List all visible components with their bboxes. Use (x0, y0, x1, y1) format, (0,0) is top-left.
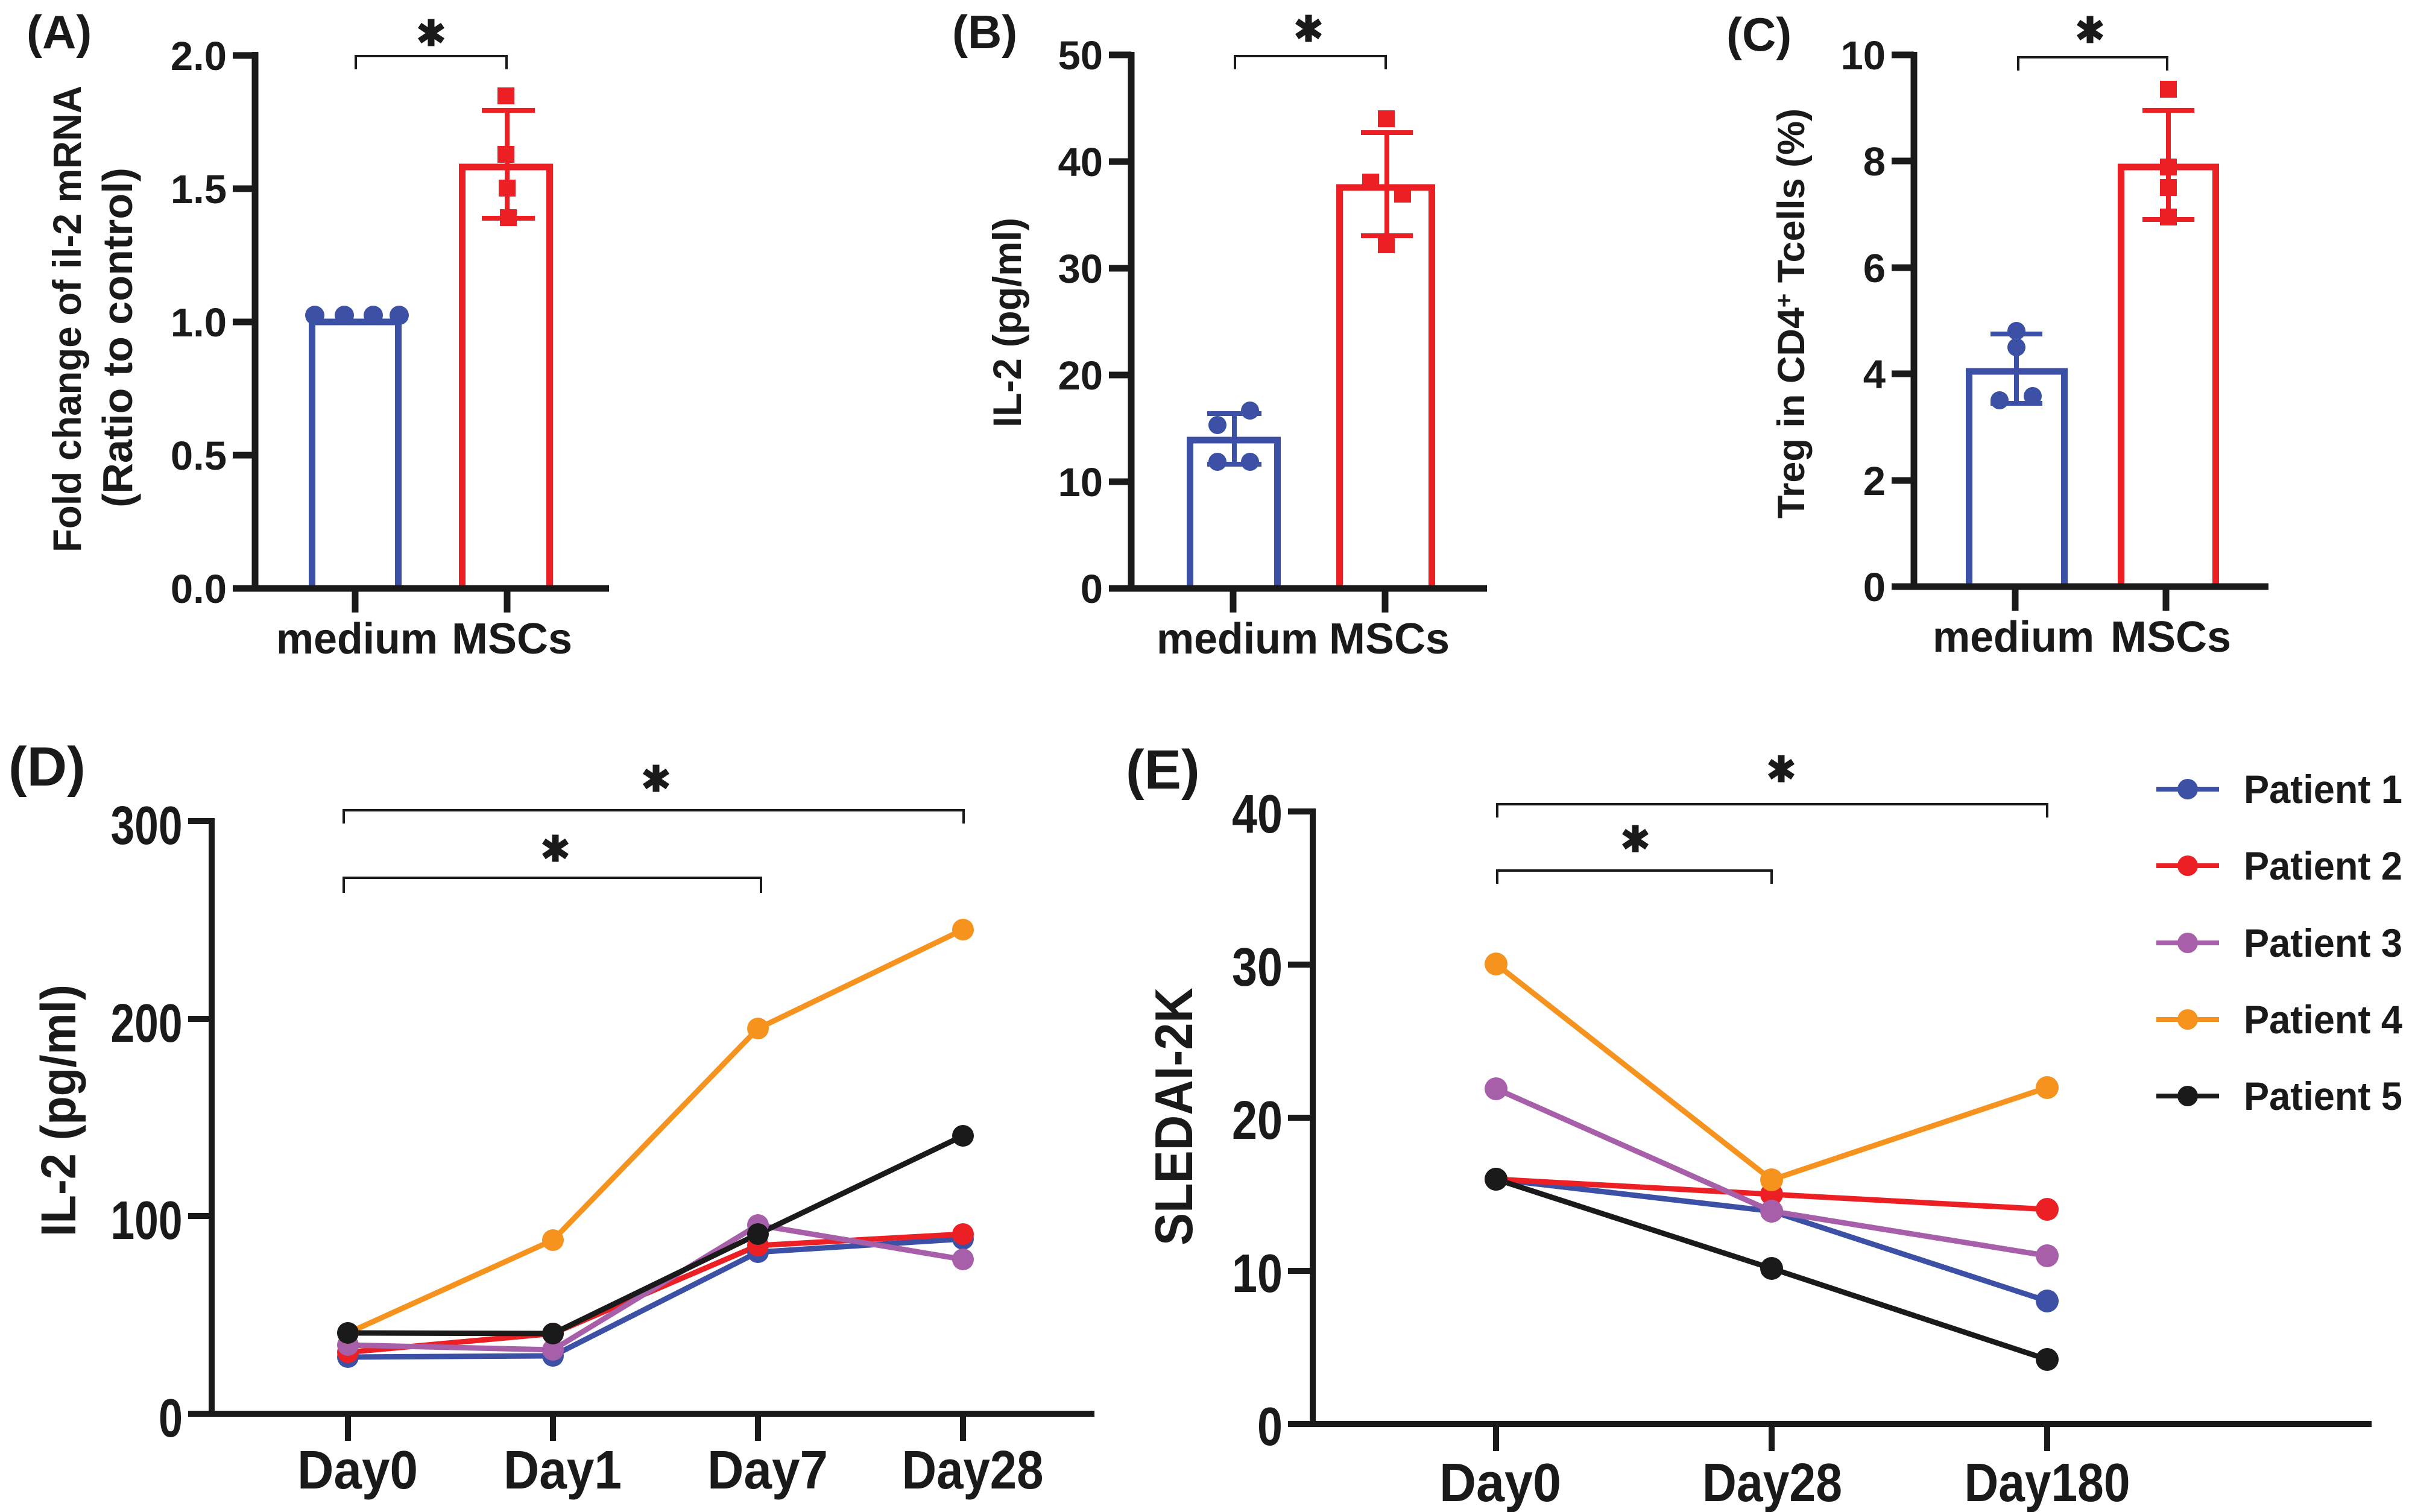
svg-text:Day1: Day1 (504, 1440, 622, 1501)
svg-text:medium: medium (1933, 613, 2094, 661)
svg-text:IL-2 (pg/ml): IL-2 (pg/ml) (985, 218, 1029, 427)
svg-text:Patient 4: Patient 4 (2244, 997, 2402, 1042)
svg-text:Fold change of il-2 mRNA: Fold change of il-2 mRNA (45, 86, 89, 552)
svg-text:20: 20 (1232, 1091, 1283, 1151)
svg-text:Patient 3: Patient 3 (2244, 921, 2402, 965)
svg-text:0: 0 (159, 1388, 183, 1449)
svg-text:(E): (E) (1126, 739, 1200, 801)
svg-text:0.5: 0.5 (171, 433, 227, 479)
svg-text:20: 20 (1058, 353, 1103, 398)
svg-text:(Ratio to control): (Ratio to control) (94, 168, 141, 508)
svg-text:30: 30 (1058, 247, 1103, 292)
svg-text:0: 0 (1863, 565, 1886, 610)
svg-text:medium: medium (276, 615, 438, 663)
svg-text:MSCs: MSCs (2110, 613, 2231, 661)
svg-text:40: 40 (1058, 140, 1103, 185)
svg-text:40: 40 (1232, 784, 1283, 845)
svg-text:10: 10 (1058, 460, 1103, 505)
svg-text:Day28: Day28 (902, 1440, 1044, 1501)
svg-text:10: 10 (1840, 33, 1886, 78)
svg-text:(C): (C) (1726, 8, 1792, 61)
svg-text:(A): (A) (27, 5, 92, 58)
svg-text:Patient 2: Patient 2 (2244, 843, 2402, 888)
svg-text:MSCs: MSCs (452, 615, 572, 663)
svg-text:0: 0 (1257, 1397, 1283, 1457)
svg-text:30: 30 (1232, 937, 1283, 998)
svg-text:10: 10 (1232, 1244, 1283, 1304)
svg-text:Patient 5: Patient 5 (2244, 1074, 2402, 1118)
svg-text:SLEDAI-2K: SLEDAI-2K (1144, 988, 1204, 1246)
svg-text:Day0: Day0 (297, 1440, 418, 1501)
svg-text:2: 2 (1863, 459, 1886, 504)
svg-text:300: 300 (111, 796, 183, 856)
svg-text:Patient 1: Patient 1 (2244, 767, 2402, 811)
svg-text:4: 4 (1863, 352, 1886, 397)
svg-text:IL-2 (pg/ml): IL-2 (pg/ml) (31, 984, 86, 1236)
svg-text:6: 6 (1863, 246, 1886, 291)
svg-text:Day7: Day7 (707, 1440, 828, 1501)
svg-text:(B): (B) (952, 5, 1017, 58)
svg-text:(D): (D) (8, 736, 86, 798)
svg-text:MSCs: MSCs (1329, 615, 1450, 663)
svg-text:Day180: Day180 (1965, 1453, 2130, 1512)
svg-text:0: 0 (1081, 567, 1103, 612)
svg-text:1.0: 1.0 (171, 300, 227, 345)
svg-text:Day28: Day28 (1702, 1453, 1842, 1512)
svg-text:100: 100 (111, 1191, 183, 1251)
svg-text:0.0: 0.0 (171, 567, 227, 612)
svg-text:2.0: 2.0 (171, 34, 227, 79)
svg-text:Treg in CD4+ Tcells (%): Treg in CD4+ Tcells (%) (1770, 109, 1813, 518)
svg-text:200: 200 (111, 994, 183, 1054)
svg-text:50: 50 (1058, 33, 1103, 78)
svg-text:Day0: Day0 (1439, 1453, 1561, 1512)
svg-text:medium: medium (1157, 615, 1318, 663)
svg-text:8: 8 (1863, 139, 1886, 184)
svg-text:1.5: 1.5 (171, 167, 227, 212)
